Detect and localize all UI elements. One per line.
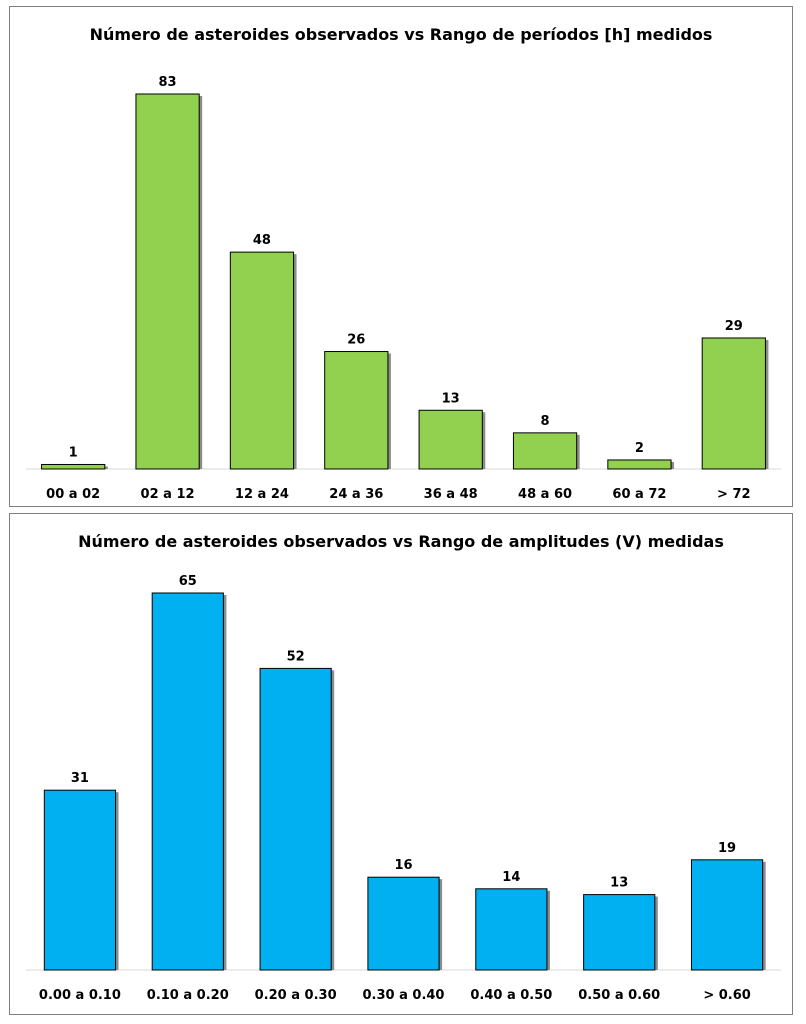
data-label: 29	[725, 319, 743, 334]
bar	[475, 888, 548, 971]
bar	[229, 251, 295, 470]
amplitudes-bar-chart: 31 0.00 a 0.10 65 0.10 a 0.20 52 0.20 a 0.30 1…	[26, 574, 781, 1003]
bar	[43, 789, 117, 971]
data-label: 65	[179, 574, 197, 589]
x-tick-label: 0.10 a 0.20	[147, 988, 229, 1003]
bar	[583, 894, 656, 971]
x-tick-label: 60 a 72	[612, 487, 666, 502]
data-label: 13	[442, 391, 460, 406]
data-label: 19	[718, 841, 736, 856]
bar	[41, 463, 106, 470]
data-label: 14	[502, 870, 520, 885]
x-tick-label: 24 a 36	[329, 487, 383, 502]
data-label: 31	[71, 771, 89, 786]
periods-chart-panel: Número de asteroides observados vs Rango…	[9, 6, 793, 507]
bar	[367, 876, 440, 971]
bar	[690, 859, 764, 971]
data-label: 52	[287, 649, 305, 664]
x-tick-label: > 72	[717, 487, 751, 502]
x-tick-label: > 0.60	[703, 988, 751, 1003]
bar	[135, 93, 200, 470]
x-tick-label: 0.00 a 0.10	[39, 988, 121, 1003]
bar	[701, 337, 766, 470]
bar	[418, 409, 483, 470]
x-tick-label: 0.50 a 0.60	[578, 988, 660, 1003]
x-tick-label: 00 a 02	[46, 487, 100, 502]
x-tick-label: 36 a 48	[424, 487, 478, 502]
bar	[324, 351, 389, 470]
amplitudes-chart-title: Número de asteroides observados vs Rango…	[78, 532, 724, 551]
data-label: 8	[541, 414, 550, 429]
bar	[151, 592, 224, 971]
x-tick-label: 0.20 a 0.30	[255, 988, 337, 1003]
x-tick-label: 48 a 60	[518, 487, 572, 502]
x-tick-label: 0.30 a 0.40	[363, 988, 445, 1003]
periods-chart-title: Número de asteroides observados vs Rango…	[89, 25, 713, 44]
data-label: 1	[69, 445, 78, 460]
data-label: 13	[610, 876, 628, 891]
data-label: 26	[347, 333, 365, 348]
data-label: 48	[253, 233, 271, 248]
amplitudes-chart-panel: Número de asteroides observados vs Rango…	[9, 513, 793, 1015]
data-label: 16	[394, 858, 412, 873]
data-label: 2	[635, 441, 644, 456]
bar	[259, 667, 332, 971]
periods-bar-chart: 1 00 a 02 83 02 a 12 48 12 a 24 26 24 a 36 13 36 …	[26, 75, 781, 502]
x-tick-label: 0.40 a 0.50	[470, 988, 552, 1003]
bar	[512, 432, 578, 470]
bar	[607, 459, 672, 470]
x-tick-label: 12 a 24	[235, 487, 289, 502]
data-label: 83	[159, 75, 177, 90]
x-tick-label: 02 a 12	[141, 487, 195, 502]
